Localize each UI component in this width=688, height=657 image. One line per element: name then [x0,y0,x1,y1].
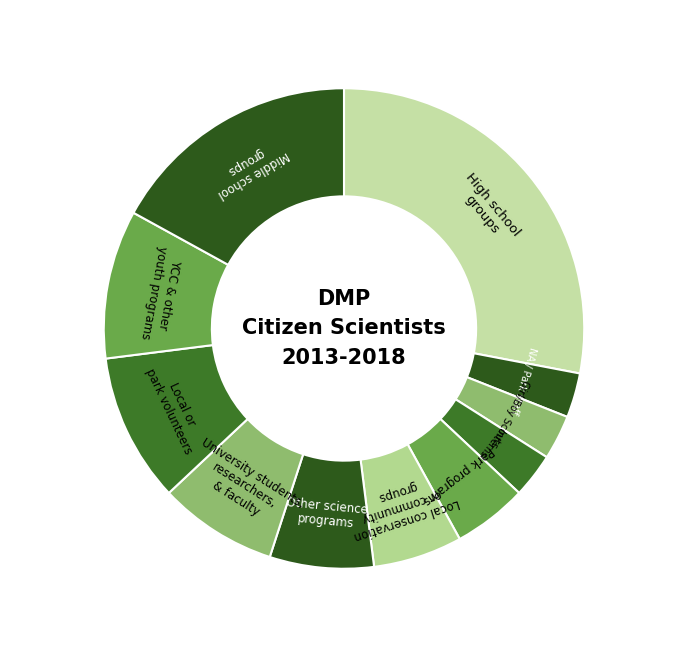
Text: Local conservation
or community
groups: Local conservation or community groups [343,468,461,543]
Wedge shape [106,345,248,493]
Text: Girl/Boy Scouts: Girl/Boy Scouts [488,378,531,449]
Text: YCC & other
youth programs: YCC & other youth programs [138,244,184,342]
Wedge shape [133,88,344,265]
Text: Other science
programs: Other science programs [284,496,369,532]
Wedge shape [344,88,584,374]
Wedge shape [467,353,580,417]
Wedge shape [270,454,374,569]
Text: High school
groups: High school groups [452,171,523,248]
Wedge shape [104,213,228,359]
Wedge shape [169,419,303,557]
Text: NA / Park staff: NA / Park staff [508,346,537,415]
Text: Middle school
groups: Middle school groups [208,136,291,201]
Wedge shape [361,444,460,567]
Wedge shape [408,419,519,539]
Wedge shape [455,377,568,457]
Text: DMP
Citizen Scientists
2013-2018: DMP Citizen Scientists 2013-2018 [242,289,446,368]
Text: Local or
park volunteers: Local or park volunteers [143,359,208,456]
Text: University students,
researchers,
& faculty: University students, researchers, & facu… [182,436,306,535]
Wedge shape [440,399,547,493]
Text: Park programs: Park programs [420,444,496,507]
Text: Interns: Interns [477,426,506,459]
